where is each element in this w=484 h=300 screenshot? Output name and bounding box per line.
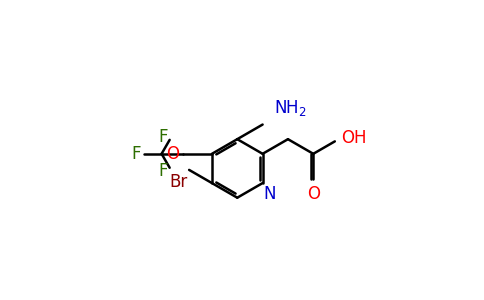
Text: F: F	[132, 145, 141, 163]
Text: F: F	[159, 162, 168, 180]
Text: O: O	[307, 185, 320, 203]
Text: NH$_2$: NH$_2$	[274, 98, 307, 118]
Text: Br: Br	[169, 173, 188, 191]
Text: N: N	[263, 184, 276, 202]
Text: F: F	[159, 128, 168, 146]
Text: OH: OH	[341, 128, 366, 146]
Text: O: O	[166, 145, 179, 163]
